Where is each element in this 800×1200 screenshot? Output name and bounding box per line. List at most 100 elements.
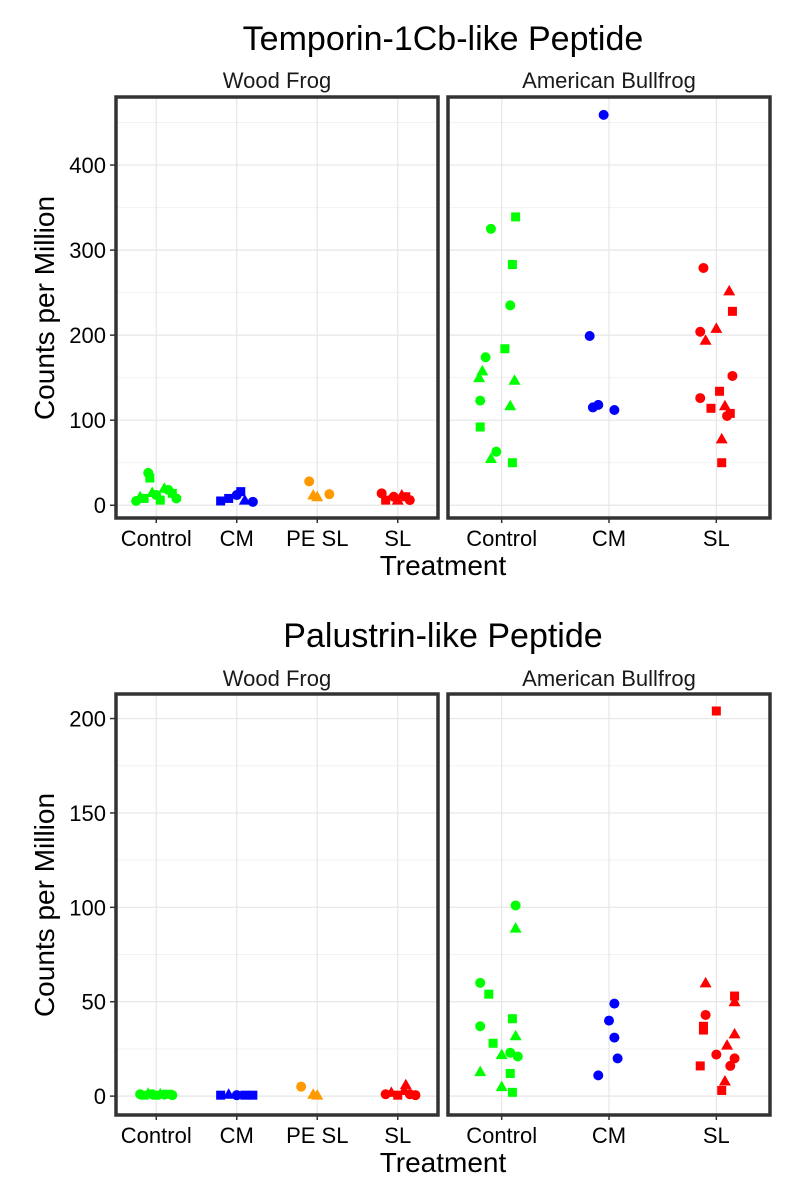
data-point-square xyxy=(507,260,517,270)
data-point-circle xyxy=(167,1090,178,1101)
data-point-circle xyxy=(171,493,182,504)
data-point-square xyxy=(717,458,727,468)
data-point-square xyxy=(488,1038,498,1048)
data-point-triangle xyxy=(710,322,723,333)
data-point-circle xyxy=(475,977,486,988)
data-point-square xyxy=(505,1068,515,1078)
panel2-title: Palustrin-like Peptide xyxy=(283,617,602,655)
data-point-circle xyxy=(609,1032,620,1043)
data-point-triangle xyxy=(495,1048,508,1060)
data-point-circle xyxy=(404,495,415,506)
data-point-square xyxy=(717,1085,727,1095)
data-point-square xyxy=(145,473,155,483)
data-point-triangle xyxy=(238,494,251,505)
data-point-triangle xyxy=(723,284,736,296)
panel2-plot-area: 0 50 100 150 200 Control CM PE SL SL Control CM SL xyxy=(69,692,772,1148)
data-point-circle xyxy=(698,262,709,273)
x-tick-label: PE SL xyxy=(286,526,348,551)
data-point-triangle xyxy=(222,1088,235,1099)
y-tick-label: 50 xyxy=(82,990,106,1015)
data-point-square xyxy=(711,706,721,716)
data-point-triangle xyxy=(509,1029,522,1041)
data-point-circle xyxy=(324,489,335,500)
data-point-circle xyxy=(296,1081,307,1092)
data-point-circle xyxy=(722,410,733,421)
panel2-y-axis-label: Counts per Million xyxy=(29,793,60,1017)
y-tick-label: 0 xyxy=(94,493,106,518)
data-point-triangle xyxy=(484,452,497,463)
data-point-square xyxy=(511,212,521,222)
data-point-circle xyxy=(711,1049,722,1060)
data-point-triangle xyxy=(699,334,712,345)
data-point-circle xyxy=(480,352,491,363)
y-tick-label: 300 xyxy=(69,238,106,263)
y-tick-label: 200 xyxy=(69,323,106,348)
data-point-square xyxy=(507,458,517,468)
x-tick-label: Control xyxy=(121,526,192,551)
data-point-circle xyxy=(695,393,706,404)
data-point-square xyxy=(500,344,510,354)
data-point-triangle xyxy=(721,1039,734,1050)
facet-background xyxy=(116,97,438,518)
data-point-triangle xyxy=(495,1080,508,1092)
y-tick-label: 400 xyxy=(69,153,106,178)
data-point-triangle xyxy=(474,1065,487,1077)
data-point-square xyxy=(216,1090,226,1100)
data-point-circle xyxy=(510,900,521,911)
facet-american-bullfrog: Control CM SL xyxy=(446,95,772,551)
facet-border xyxy=(446,692,772,1117)
data-point-circle xyxy=(505,1047,516,1058)
data-point-square xyxy=(393,1090,403,1100)
data-point-square xyxy=(507,1014,517,1024)
x-tick-label: SL xyxy=(384,526,411,551)
y-tick-label: 100 xyxy=(69,895,106,920)
data-point-circle xyxy=(604,1015,614,1026)
data-point-circle xyxy=(491,446,502,457)
x-tick-label: SL xyxy=(703,526,730,551)
data-point-triangle xyxy=(728,995,741,1007)
data-point-circle xyxy=(609,404,620,415)
data-point-square xyxy=(167,488,177,498)
x-tick-label: CM xyxy=(592,526,626,551)
data-point-triangle xyxy=(399,1078,412,1090)
facet-wood-frog: Control CM PE SL SL xyxy=(114,692,440,1148)
data-point-square xyxy=(698,1025,708,1035)
data-point-triangle xyxy=(311,490,324,502)
panel1-plot-area: 0 100 200 300 400 Control CM PE SL SL Control CM SL xyxy=(69,95,772,551)
data-point-square xyxy=(248,1090,258,1100)
data-point-circle xyxy=(505,300,516,311)
panel1-x-axis-label: Treatment xyxy=(380,550,507,581)
data-point-triangle xyxy=(311,1089,324,1100)
data-point-square xyxy=(216,496,226,506)
data-point-circle xyxy=(247,496,258,507)
data-point-circle xyxy=(410,1090,421,1101)
data-point-triangle xyxy=(509,922,522,933)
data-point-circle xyxy=(612,1053,623,1064)
data-point-triangle xyxy=(508,374,521,385)
data-point-square xyxy=(236,487,246,497)
data-point-square xyxy=(484,989,494,999)
data-point-circle xyxy=(598,109,609,120)
data-point-square xyxy=(727,306,737,316)
y-tick-label: 150 xyxy=(69,801,106,826)
data-point-circle xyxy=(485,223,496,234)
data-point-square xyxy=(401,492,411,502)
x-tick-label: CM xyxy=(220,1123,254,1148)
data-point-circle xyxy=(695,326,706,337)
data-point-square xyxy=(475,422,485,432)
x-tick-label: Control xyxy=(466,1123,537,1148)
data-point-square xyxy=(381,495,391,505)
data-point-square xyxy=(224,493,234,503)
data-point-circle xyxy=(304,476,315,487)
facet-border xyxy=(114,95,440,520)
data-point-triangle xyxy=(728,1027,741,1039)
data-point-square xyxy=(715,386,725,396)
data-point-circle xyxy=(609,998,620,1009)
data-point-triangle xyxy=(718,1075,731,1086)
data-point-circle xyxy=(593,1070,604,1081)
data-point-circle xyxy=(512,1051,523,1062)
y-tick-label: 100 xyxy=(69,408,106,433)
data-point-triangle xyxy=(715,432,728,444)
x-tick-label: CM xyxy=(220,526,254,551)
